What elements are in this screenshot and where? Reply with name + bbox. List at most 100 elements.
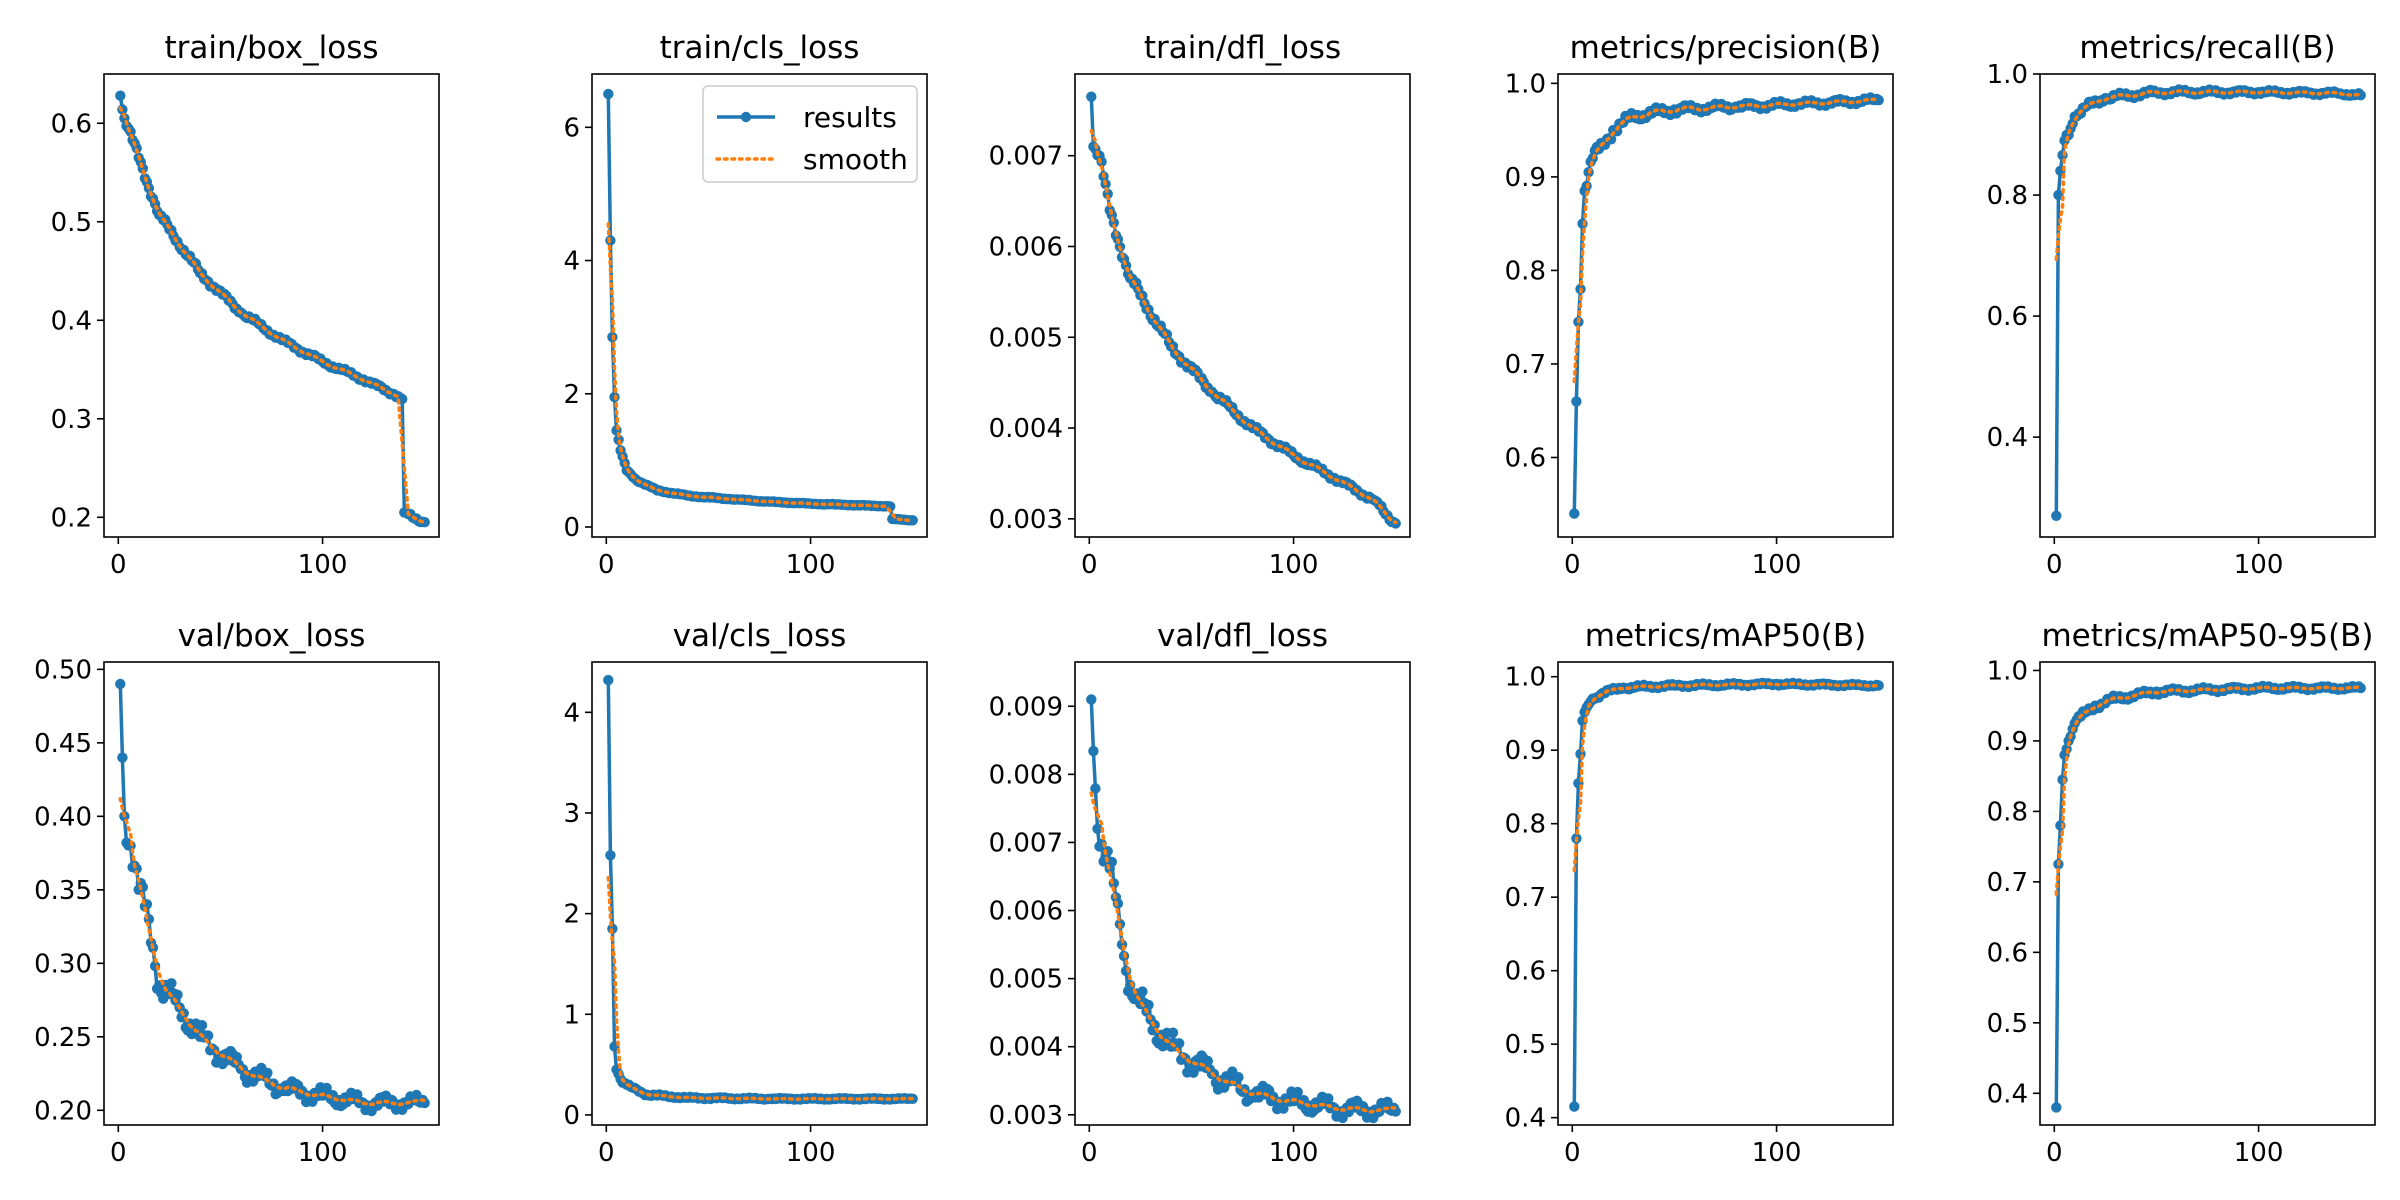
subplot-1: train/cls_loss 0 100 0 2 4 6 results smooth [563,30,928,580]
subplot-0: train/box_loss 0 100 0.2 0.3 0.4 0.5 0.6 [51,30,440,580]
subplot-5: val/box_loss 0 100 0.20 0.25 0.30 0.35 0.40 0.45… [34,618,440,1168]
subplot-9: metrics/mAP50-95(B) 0 100 0.4 0.5 0.6 0.7 0.8 0.… [1987,618,2376,1168]
results-markers [1086,694,1401,1124]
smooth-line [606,875,915,1101]
y-tick-label: 0.007 [989,828,1063,858]
x-tick-label: 0 [1081,1138,1098,1168]
smooth-line [118,106,427,524]
x-tick-label: 100 [1269,550,1319,580]
results-point [1088,745,1099,757]
subplot-title: val/cls_loss [673,618,847,654]
y-tick-label: 2 [563,900,580,930]
x-tick-label: 100 [2234,1138,2284,1168]
smooth-line [1089,129,1398,525]
y-tick-label: 0.50 [34,655,92,685]
x-tick-label: 0 [2046,1138,2063,1168]
y-tick-label: 1.0 [1987,656,2028,686]
y-tick-label: 0.20 [34,1096,92,1126]
subplot-title: metrics/mAP50-95(B) [2041,618,2373,654]
y-tick-label: 0.4 [51,306,92,336]
x-tick-label: 0 [598,550,615,580]
y-tick-label: 0.25 [34,1023,92,1053]
results-markers [603,674,918,1105]
results-point [907,515,918,526]
subplot-6: val/cls_loss 0 100 0 1 2 3 4 [563,618,928,1168]
y-tick-label: 0.007 [989,142,1063,172]
results-markers [2051,84,2366,521]
smooth-line [606,222,915,523]
y-tick-label: 0.2 [51,503,92,533]
results-markers [1086,91,1401,529]
axes-frame [1557,661,1894,1126]
results-point [1086,694,1097,705]
results-line [1572,95,1880,514]
y-tick-label: 4 [563,698,580,728]
y-tick-label: 0.8 [1987,797,2028,827]
results-point [2051,1102,2062,1113]
results-point [1569,1101,1580,1112]
x-tick-label: 100 [1752,1138,1802,1168]
y-tick-label: 0.7 [1505,883,1546,913]
results-point [2051,510,2062,521]
results-line [118,683,427,1113]
y-tick-label: 0.9 [1505,736,1546,766]
smooth-line [2054,685,2363,896]
y-tick-label: 0.008 [989,760,1063,790]
x-tick-label: 0 [1081,550,1098,580]
axes-frame [1074,661,1411,1126]
results-line [2054,87,2362,516]
results-point [1167,1027,1179,1038]
subplot-8: metrics/mAP50(B) 0 100 0.4 0.5 0.6 0.7 0.8 0.9 1.… [1505,618,1894,1168]
y-tick-label: 1 [563,1000,580,1030]
results-point [172,989,183,1000]
subplot-title: val/box_loss [178,618,366,654]
axes-frame [2039,73,2376,538]
results-point [1137,986,1148,997]
x-tick-label: 100 [786,550,836,580]
results-point [1605,134,1617,145]
results-point [603,674,614,686]
y-tick-label: 3 [563,799,580,829]
subplot-2: train/dfl_loss 0 100 0.003 0.004 0.005 0.006 0.… [989,30,1411,580]
legend-results-label: results [803,101,897,134]
y-tick-label: 0.6 [1987,302,2028,332]
y-tick-label: 0.8 [1505,810,1546,840]
y-tick-label: 0.5 [1505,1030,1546,1060]
y-tick-label: 1.0 [1987,60,2028,90]
x-tick-label: 0 [598,1138,615,1168]
subplot-title: train/box_loss [164,30,378,66]
legend-smooth-label: smooth [803,143,908,176]
results-point [419,517,430,528]
results-point [1174,1038,1185,1049]
results-point [2053,189,2064,201]
smooth-line [1572,97,1881,384]
axes-frame [1557,73,1894,538]
axes-frame [591,73,928,538]
x-tick-label: 0 [110,1138,127,1168]
results-point [1292,1086,1303,1098]
results-point [1202,1055,1214,1067]
y-tick-label: 0.9 [1987,727,2028,757]
subplot-title: metrics/precision(B) [1570,30,1882,66]
subplot-title: val/dfl_loss [1157,618,1328,654]
y-tick-label: 4 [563,247,580,277]
results-point [603,88,614,100]
y-tick-label: 0.006 [989,897,1063,927]
results-markers [115,90,430,528]
y-tick-label: 0.005 [989,323,1063,353]
y-tick-label: 0.006 [989,232,1063,262]
y-tick-label: 0.004 [989,1033,1063,1063]
smooth-line [1089,791,1398,1114]
results-point [166,978,177,989]
results-line [1089,96,1397,525]
y-tick-label: 0.009 [989,692,1063,722]
x-tick-label: 0 [2046,550,2063,580]
y-tick-label: 0.8 [1505,256,1546,286]
results-point [117,752,128,763]
results-point [1090,783,1101,794]
y-tick-label: 6 [563,113,580,143]
results-point [1571,396,1582,407]
results-point [1143,999,1154,1011]
y-tick-label: 0.7 [1987,868,2028,898]
results-point [1278,1103,1289,1114]
